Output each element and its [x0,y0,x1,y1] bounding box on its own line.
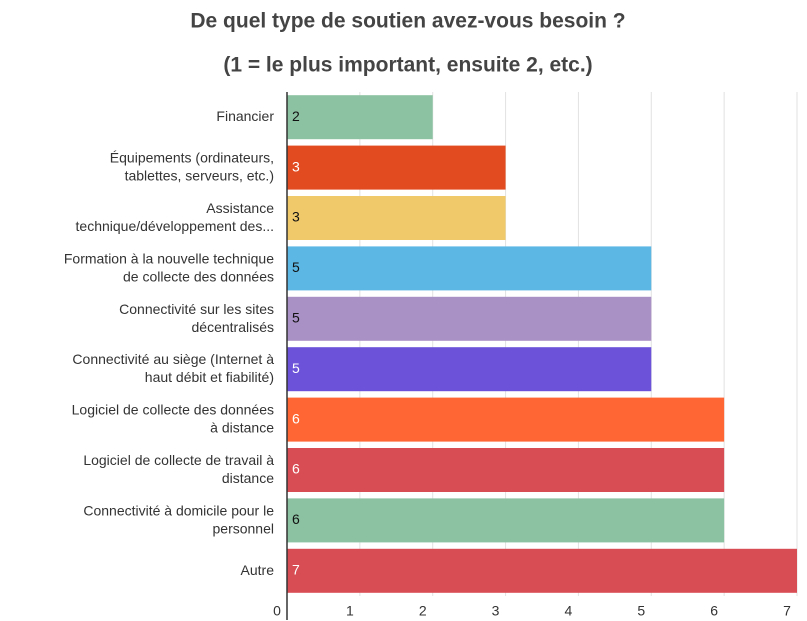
y-tick-label-line: Connectivité à domicile pour le [83,502,274,518]
y-tick-label: Connectivité sur les sites décentralisés [119,301,274,335]
y-tick-label: Équipements (ordinateurs, tablettes, serv… [110,149,274,183]
data-label: 3 [292,209,300,225]
y-tick-label-line: distance [222,470,274,486]
y-tick-label-line: Équipements (ordinateurs, [110,149,274,165]
x-tick-label: 5 [637,603,645,619]
x-tick-label: 7 [783,603,791,619]
y-tick-label: Logiciel de collecte des données à distan… [72,401,275,435]
y-tick-label-line: personnel [213,520,275,536]
data-label: 7 [292,562,300,578]
y-tick-label-line: à distance [210,419,274,435]
y-tick-label: Assistance technique/développement des... [76,200,275,234]
bar [287,145,506,190]
bar [287,296,652,341]
bar [287,246,652,291]
chart-subtitle: (1 = le plus important, ensuite 2, etc.) [223,54,592,77]
data-label: 5 [292,259,300,275]
bar [287,196,506,240]
bar [287,448,725,492]
y-tick-label: Autre [241,562,275,578]
y-tick-label-line: tablettes, serveurs, etc.) [125,167,274,183]
data-label: 5 [292,360,300,376]
y-tick-label-line: décentralisés [192,319,275,335]
data-label: 5 [292,310,300,326]
x-tick-label: 4 [565,603,573,619]
y-tick-label-line: Financier [216,108,274,124]
x-tick-label: 3 [492,603,500,619]
y-tick-label-line: de collecte des données [123,268,274,284]
x-tick-label: 6 [710,603,718,619]
chart-title: De quel type de soutien avez-vous besoin… [190,10,625,33]
y-tick-label-line: Autre [241,562,275,578]
x-tick-label: 1 [346,603,354,619]
y-tick-label-line: Connectivité au siège (Internet à [72,351,274,367]
y-tick-label-line: technique/développement des... [76,218,274,234]
data-label: 6 [292,511,300,527]
y-tick-label-line: Logiciel de collecte des données [72,401,274,417]
data-label: 3 [292,158,300,174]
y-tick-label: Connectivité au siège (Internet à haut dé… [72,351,274,385]
y-tick-label: Financier [216,108,274,124]
bar [287,397,725,442]
y-tick-label-line: haut débit et fiabilité) [145,369,274,385]
data-label: 2 [292,108,300,124]
y-tick-label-line: Connectivité sur les sites [119,301,274,317]
data-label: 6 [292,410,300,426]
y-tick-label: Formation à la nouvelle technique de coll… [64,250,274,284]
bar [287,548,797,593]
bar [287,498,725,543]
y-tick-label-line: Assistance [206,200,274,216]
y-tick-label-line: Logiciel de collecte de travail à [83,452,274,468]
x-tick-label: 0 [273,603,281,619]
data-label: 6 [292,461,300,477]
bar [287,347,652,392]
x-tick-label: 2 [419,603,427,619]
y-tick-label: Logiciel de collecte de travail à distanc… [83,452,274,486]
bar [287,95,433,140]
y-tick-label: Connectivité à domicile pour le personnel [83,502,274,536]
y-tick-label-line: Formation à la nouvelle technique [64,250,274,266]
